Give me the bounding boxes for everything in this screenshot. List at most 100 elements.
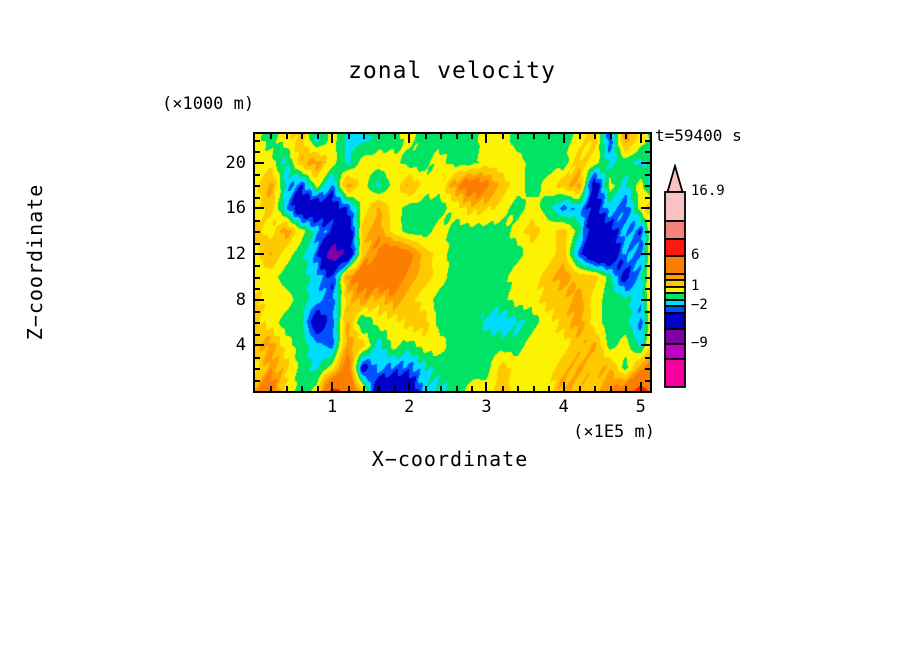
colorbar-level-label: 16.9 [691,183,725,199]
tick-mark [641,344,650,346]
colorbar [663,162,687,392]
tick-mark [645,368,650,370]
tick-mark [348,134,350,139]
tick-mark [255,357,260,359]
tick-mark [255,344,264,346]
tick-mark [563,134,565,143]
tick-mark [645,334,650,336]
tick-mark [270,134,272,139]
tick-mark [255,334,260,336]
tick-mark [641,253,650,255]
tick-mark [485,134,487,143]
colorbar-level-label: −9 [691,335,708,351]
tick-mark [645,231,650,233]
tick-mark [255,174,260,176]
tick-mark [645,311,650,313]
contour-field-canvas [255,134,650,391]
tick-mark [255,299,264,301]
tick-mark [255,220,260,222]
tick-mark [517,134,519,139]
tick-mark [363,386,365,391]
z-axis-unit-label: (×1000 m) [162,94,255,114]
x-tick-label: 2 [404,397,415,417]
tick-mark [331,382,333,391]
tick-mark [440,134,442,139]
tick-mark [645,380,650,382]
tick-mark [255,231,260,233]
tick-mark [645,197,650,199]
y-tick-label: 8 [235,289,246,310]
tick-mark [625,386,627,391]
tick-mark [548,134,550,139]
tick-mark [645,288,650,290]
x-tick-label: 4 [558,397,569,417]
tick-mark [594,386,596,391]
tick-mark [641,162,650,164]
tick-mark [610,134,612,139]
tick-mark [286,386,288,391]
tick-mark [255,207,264,209]
y-tick-label: 12 [225,243,246,264]
tick-mark [255,140,260,142]
tick-mark [645,151,650,153]
tick-mark [579,386,581,391]
tick-mark [317,386,319,391]
x-axis-unit-label: (×1E5 m) [573,422,655,442]
y-tick-label: 20 [225,152,246,173]
tick-mark [471,386,473,391]
tick-mark [394,386,396,391]
tick-mark [502,386,504,391]
x-tick-label: 1 [327,397,338,417]
tick-mark [548,386,550,391]
tick-mark [408,134,410,143]
plot-title: zonal velocity [348,58,556,84]
tick-mark [425,386,427,391]
tick-mark [517,386,519,391]
y-tick-label: 16 [225,198,246,219]
x-tick-label: 3 [481,397,492,417]
tick-mark [317,134,319,139]
tick-mark [255,368,260,370]
y-tick-label: 4 [235,335,246,356]
tick-mark [625,134,627,139]
tick-mark [255,277,260,279]
tick-mark [255,243,260,245]
tick-mark [394,134,396,139]
tick-mark [301,134,303,139]
tick-mark [378,386,380,391]
tick-mark [255,288,260,290]
colorbar-level-label: 6 [691,247,700,263]
tick-mark [641,299,650,301]
tick-mark [645,174,650,176]
tick-mark [645,357,650,359]
tick-mark [456,134,458,139]
tick-mark [255,311,260,313]
tick-mark [301,386,303,391]
tick-mark [645,140,650,142]
time-annotation: t=59400 s [655,126,742,145]
tick-mark [645,185,650,187]
tick-mark [408,382,410,391]
tick-mark [563,382,565,391]
colorbar-svg [664,162,686,388]
tick-mark [645,322,650,324]
tick-mark [348,386,350,391]
plot-frame [253,132,652,393]
tick-mark [255,322,260,324]
tick-mark [645,243,650,245]
contour-plot-area [255,134,650,391]
tick-mark [378,134,380,139]
tick-mark [579,134,581,139]
tick-mark [270,386,272,391]
tick-mark [640,134,642,143]
tick-mark [255,162,264,164]
tick-mark [640,382,642,391]
tick-mark [255,185,260,187]
tick-mark [533,386,535,391]
tick-mark [471,134,473,139]
tick-mark [363,134,365,139]
x-axis-label: X−coordinate [371,447,529,471]
colorbar-level-label: 1 [691,278,700,294]
tick-mark [456,386,458,391]
